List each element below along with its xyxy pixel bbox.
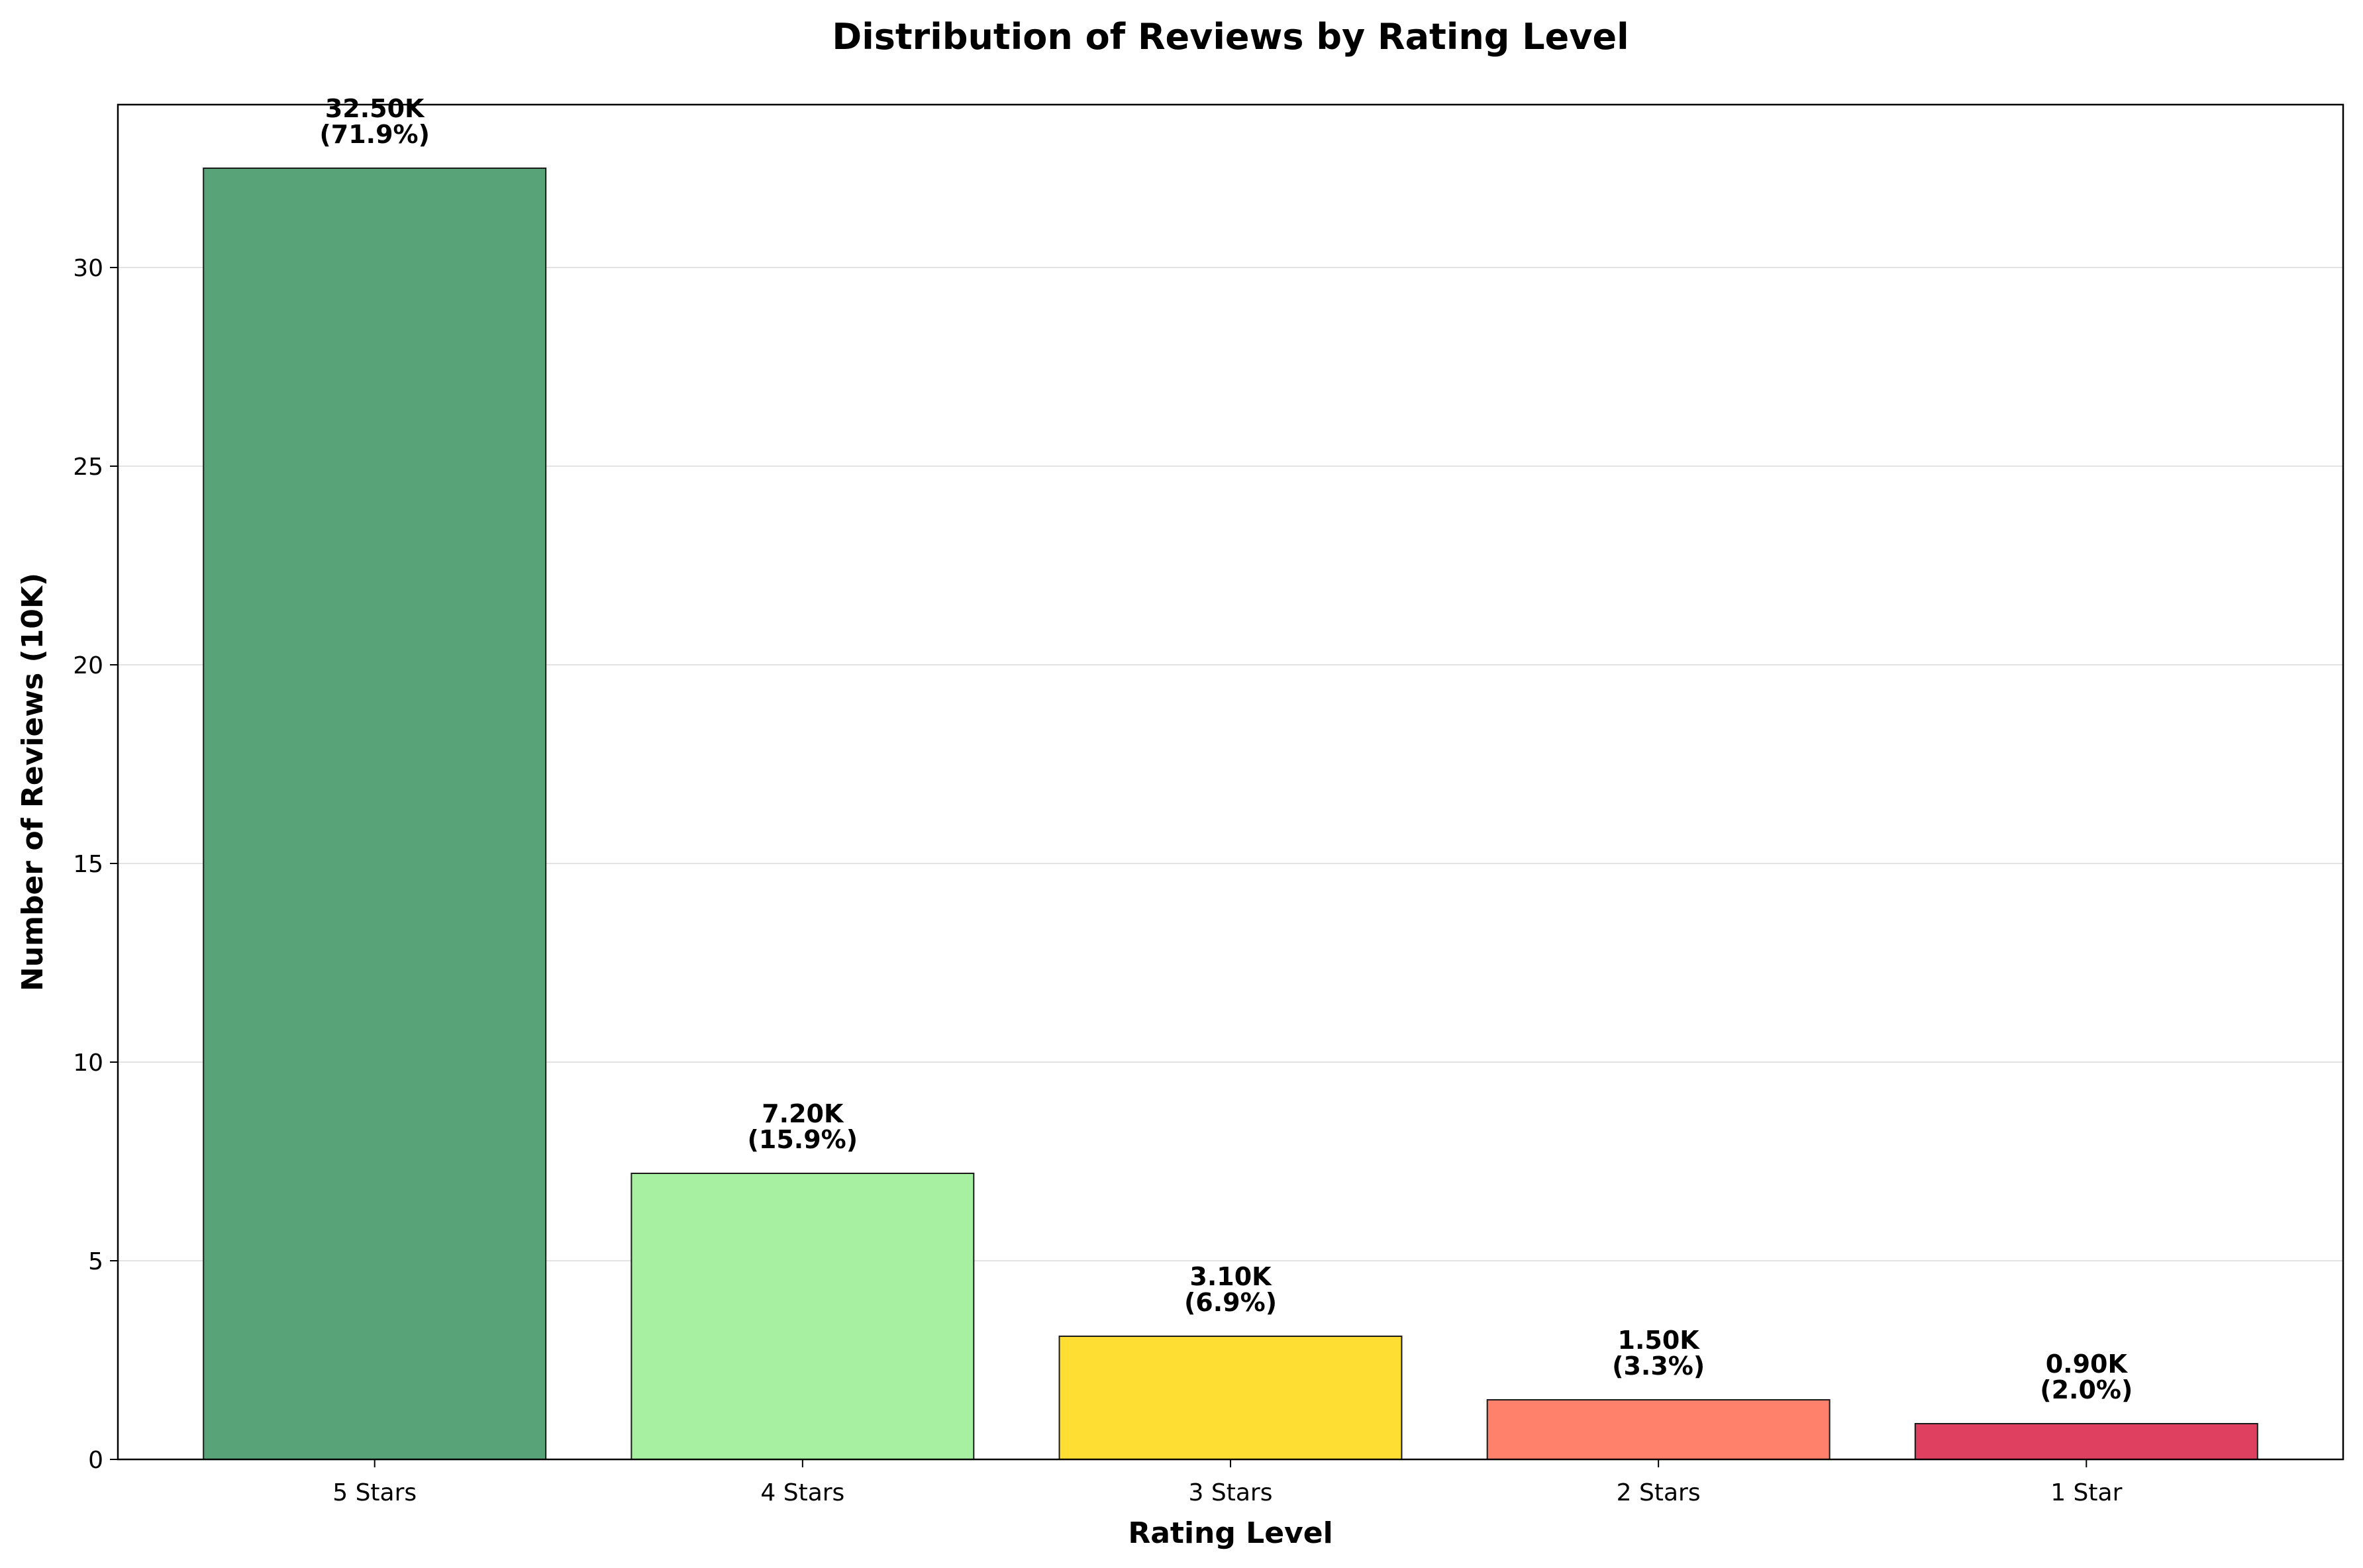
bar-1 xyxy=(203,168,547,1460)
bar-percent-label: (2.0%) xyxy=(2040,1375,2133,1404)
x-tick-label: 3 Stars xyxy=(1189,1479,1273,1506)
y-tick-label: 10 xyxy=(73,1050,103,1077)
bar-data-label: 0.90K (2.0%) xyxy=(2040,1349,2133,1404)
bar-percent-label: (6.9%) xyxy=(1184,1288,1277,1317)
bar-3 xyxy=(1058,1336,1403,1460)
y-axis-label: Number of Reviews (10K) xyxy=(16,573,50,991)
x-tick-label: 4 Stars xyxy=(760,1479,844,1506)
bar-data-label: 32.50K (71.9%) xyxy=(319,94,430,149)
bar-value-label: 1.50K xyxy=(1618,1326,1701,1355)
x-axis-label: Rating Level xyxy=(1128,1516,1332,1550)
y-tick-label: 0 xyxy=(88,1447,103,1474)
x-axis-ticks: 5 Stars 4 Stars 3 Stars 2 Stars 1 Star xyxy=(332,1459,2123,1506)
bar-4 xyxy=(1486,1399,1831,1460)
y-tick-label: 25 xyxy=(73,454,103,481)
y-tick-label: 20 xyxy=(73,652,103,679)
bar-percent-label: (71.9%) xyxy=(319,120,430,149)
y-tick-label: 5 xyxy=(88,1248,103,1275)
bar-percent-label: (15.9%) xyxy=(748,1125,858,1154)
bar-data-label: 7.20K (15.9%) xyxy=(748,1099,858,1154)
x-tick-label: 5 Stars xyxy=(332,1479,417,1506)
y-tick-label: 15 xyxy=(73,851,103,878)
bar-data-label: 1.50K (3.3%) xyxy=(1612,1326,1705,1381)
x-tick-label: 2 Stars xyxy=(1617,1479,1701,1506)
data-labels: 32.50K (71.9%) 7.20K (15.9%) 3.10K (6.9%) 1.50… xyxy=(319,94,2133,1404)
x-tick-label: 1 Star xyxy=(2050,1479,2122,1506)
y-tick-label: 30 xyxy=(73,255,103,282)
bars xyxy=(203,168,2258,1460)
bar-data-label: 3.10K (6.9%) xyxy=(1184,1262,1277,1317)
bar-5 xyxy=(1914,1423,2258,1460)
bar-value-label: 7.20K xyxy=(762,1099,844,1128)
bar-value-label: 32.50K xyxy=(325,94,425,123)
bar-value-label: 0.90K xyxy=(2046,1349,2129,1379)
y-axis-ticks: 0 5 10 15 20 25 30 xyxy=(73,255,118,1474)
bar-2 xyxy=(630,1173,975,1460)
bar-percent-label: (3.3%) xyxy=(1612,1351,1705,1381)
chart-title: Distribution of Reviews by Rating Level xyxy=(832,16,1629,58)
bar-value-label: 3.10K xyxy=(1189,1262,1272,1291)
